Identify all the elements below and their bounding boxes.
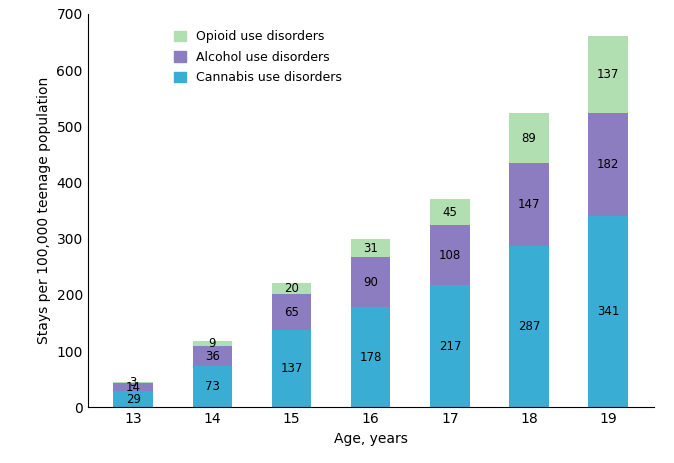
Bar xyxy=(588,216,628,407)
Text: 341: 341 xyxy=(597,305,619,318)
Bar xyxy=(510,163,549,246)
X-axis label: Age, years: Age, years xyxy=(334,432,408,446)
Text: 137: 137 xyxy=(597,69,619,81)
Text: 287: 287 xyxy=(518,320,541,333)
Bar xyxy=(272,294,311,331)
Text: 29: 29 xyxy=(125,393,141,406)
Bar xyxy=(351,257,390,307)
Bar xyxy=(588,113,628,216)
Text: 36: 36 xyxy=(205,350,220,363)
Text: 147: 147 xyxy=(518,198,541,211)
Y-axis label: Stays per 100,000 teenage population: Stays per 100,000 teenage population xyxy=(37,77,51,344)
Bar xyxy=(351,307,390,407)
Bar xyxy=(113,382,153,383)
Text: 73: 73 xyxy=(205,381,220,394)
Text: 20: 20 xyxy=(284,282,299,295)
Text: 45: 45 xyxy=(442,206,458,219)
Bar xyxy=(351,239,390,257)
Text: 3: 3 xyxy=(129,376,137,389)
Bar xyxy=(272,331,311,407)
Text: 182: 182 xyxy=(597,158,619,171)
Bar xyxy=(193,346,232,366)
Text: 9: 9 xyxy=(208,337,216,350)
Bar xyxy=(113,383,153,391)
Text: 90: 90 xyxy=(363,275,378,288)
Text: 108: 108 xyxy=(439,249,461,262)
Bar xyxy=(113,391,153,407)
Bar xyxy=(430,200,470,225)
Bar xyxy=(430,225,470,285)
Text: 178: 178 xyxy=(359,351,382,364)
Bar xyxy=(510,246,549,407)
Bar xyxy=(193,341,232,346)
Bar xyxy=(430,285,470,407)
Text: 31: 31 xyxy=(363,242,378,255)
Bar xyxy=(272,282,311,294)
Bar xyxy=(510,113,549,163)
Legend: Opioid use disorders, Alcohol use disorders, Cannabis use disorders: Opioid use disorders, Alcohol use disord… xyxy=(167,24,348,91)
Text: 89: 89 xyxy=(522,132,537,145)
Bar xyxy=(588,37,628,113)
Bar xyxy=(193,366,232,407)
Text: 217: 217 xyxy=(439,340,461,353)
Text: 137: 137 xyxy=(280,363,303,375)
Text: 65: 65 xyxy=(284,306,299,319)
Text: 14: 14 xyxy=(125,381,141,394)
